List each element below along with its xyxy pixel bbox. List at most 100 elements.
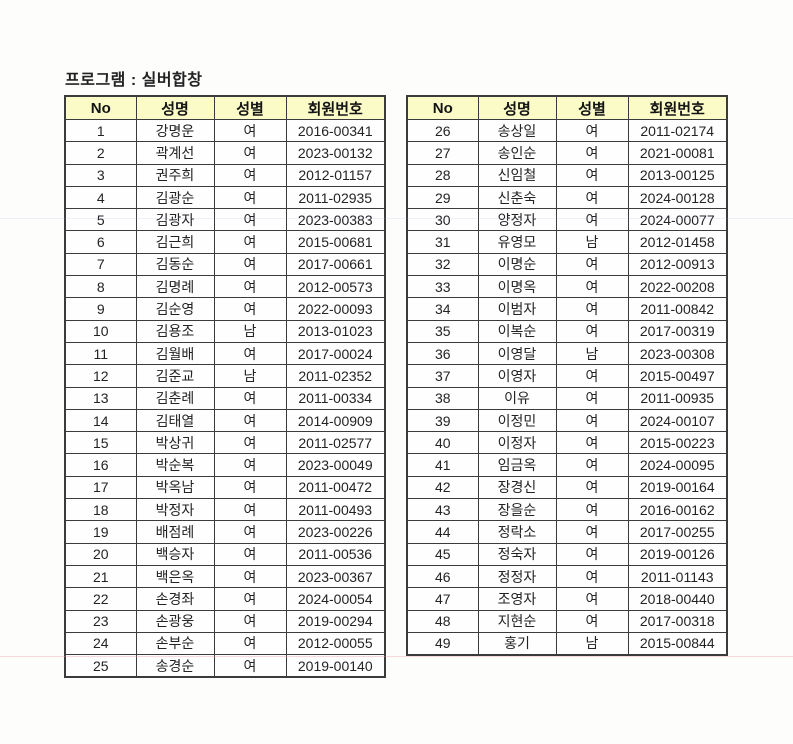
table-row: 14 김태열 여 2014-00909 xyxy=(64,408,386,433)
cell-no: 10 xyxy=(64,319,137,343)
table-row: 35 이복순 여 2017-00319 xyxy=(406,319,728,343)
cell-member-no: 2024-00107 xyxy=(627,408,728,433)
cell-name: 지현순 xyxy=(477,609,557,633)
cell-no: 31 xyxy=(406,230,479,254)
cell-gender: 여 xyxy=(555,185,629,210)
table-row: 17 박옥남 여 2011-00472 xyxy=(64,475,386,500)
cell-member-no: 2023-00049 xyxy=(285,453,386,477)
cell-name: 이영달 xyxy=(477,341,557,366)
cell-name: 김근희 xyxy=(135,230,215,254)
cell-member-no: 2022-00208 xyxy=(627,275,728,299)
cell-member-no: 2011-02935 xyxy=(285,185,386,210)
column-header-gender: 성별 xyxy=(555,95,629,120)
cell-gender: 여 xyxy=(555,141,629,165)
table-row: 47 조영자 여 2018-00440 xyxy=(406,587,728,611)
cell-member-no: 2017-00318 xyxy=(627,609,728,633)
cell-name: 정정자 xyxy=(477,564,557,589)
table-row: 45 정숙자 여 2019-00126 xyxy=(406,542,728,566)
table-row: 4 김광순 여 2011-02935 xyxy=(64,185,386,210)
column-header-no: No xyxy=(64,95,137,120)
cell-gender: 여 xyxy=(213,408,287,433)
cell-member-no: 2012-01157 xyxy=(285,163,386,187)
cell-no: 12 xyxy=(64,364,137,388)
cell-no: 20 xyxy=(64,542,137,566)
cell-gender: 여 xyxy=(555,208,629,232)
cell-no: 33 xyxy=(406,275,479,299)
cell-name: 양정자 xyxy=(477,208,557,232)
cell-gender: 여 xyxy=(555,587,629,611)
cell-name: 이유 xyxy=(477,386,557,410)
table-row: 2 곽계선 여 2023-00132 xyxy=(64,141,386,165)
cell-gender: 여 xyxy=(213,185,287,210)
cell-gender: 여 xyxy=(555,297,629,321)
table-row: 1 강명운 여 2016-00341 xyxy=(64,118,386,143)
cell-no: 39 xyxy=(406,408,479,433)
cell-name: 백은옥 xyxy=(135,564,215,589)
cell-member-no: 2011-00334 xyxy=(285,386,386,410)
cell-no: 2 xyxy=(64,141,137,165)
cell-name: 정숙자 xyxy=(477,542,557,566)
cell-gender: 여 xyxy=(213,208,287,232)
cell-gender: 여 xyxy=(213,654,287,678)
cell-member-no: 2014-00909 xyxy=(285,408,386,433)
cell-no: 46 xyxy=(406,564,479,589)
cell-name: 김명례 xyxy=(135,275,215,299)
cell-name: 이명옥 xyxy=(477,275,557,299)
table-row: 49 홍기 남 2015-00844 xyxy=(406,631,728,656)
cell-no: 18 xyxy=(64,498,137,522)
table-row: 29 신춘숙 여 2024-00128 xyxy=(406,185,728,210)
cell-member-no: 2019-00164 xyxy=(627,475,728,500)
table-row: 33 이명옥 여 2022-00208 xyxy=(406,275,728,299)
cell-gender: 여 xyxy=(213,141,287,165)
table-row: 23 손광웅 여 2019-00294 xyxy=(64,609,386,633)
cell-no: 1 xyxy=(64,118,137,143)
cell-gender: 여 xyxy=(555,163,629,187)
cell-member-no: 2019-00140 xyxy=(285,654,386,678)
cell-gender: 여 xyxy=(555,364,629,388)
cell-name: 장경신 xyxy=(477,475,557,500)
cell-gender: 여 xyxy=(213,631,287,656)
cell-member-no: 2012-00913 xyxy=(627,252,728,277)
table-row: 12 김준교 남 2011-02352 xyxy=(64,364,386,388)
cell-gender: 여 xyxy=(555,453,629,477)
cell-member-no: 2013-00125 xyxy=(627,163,728,187)
table-row: 41 임금옥 여 2024-00095 xyxy=(406,453,728,477)
table-row: 38 이유 여 2011-00935 xyxy=(406,386,728,410)
cell-name: 홍기 xyxy=(477,631,557,656)
table-row: 39 이정민 여 2024-00107 xyxy=(406,408,728,433)
cell-gender: 여 xyxy=(213,118,287,143)
cell-name: 김순영 xyxy=(135,297,215,321)
cell-no: 7 xyxy=(64,252,137,277)
cell-name: 조영자 xyxy=(477,587,557,611)
cell-member-no: 2017-00661 xyxy=(285,252,386,277)
cell-member-no: 2017-00319 xyxy=(627,319,728,343)
cell-gender: 여 xyxy=(213,564,287,589)
cell-no: 44 xyxy=(406,520,479,544)
cell-member-no: 2017-00255 xyxy=(627,520,728,544)
cell-gender: 여 xyxy=(213,386,287,410)
cell-member-no: 2015-00844 xyxy=(627,631,728,656)
cell-member-no: 2024-00128 xyxy=(627,185,728,210)
cell-member-no: 2011-02577 xyxy=(285,431,386,455)
cell-member-no: 2012-00055 xyxy=(285,631,386,656)
member-roster-table-right: No 성명 성별 회원번호 26 송상일 여 2011-02174 27 송인순 여 2021… xyxy=(406,95,728,657)
cell-name: 송상일 xyxy=(477,118,557,143)
cell-member-no: 2015-00681 xyxy=(285,230,386,254)
cell-no: 40 xyxy=(406,431,479,455)
cell-name: 신임철 xyxy=(477,163,557,187)
cell-gender: 여 xyxy=(555,319,629,343)
table-row: 36 이영달 남 2023-00308 xyxy=(406,341,728,366)
cell-name: 이범자 xyxy=(477,297,557,321)
table-row: 7 김동순 여 2017-00661 xyxy=(64,252,386,277)
table-row: 5 김광자 여 2023-00383 xyxy=(64,208,386,232)
cell-no: 43 xyxy=(406,498,479,522)
cell-name: 손경좌 xyxy=(135,587,215,611)
cell-name: 손부순 xyxy=(135,631,215,656)
table-row: 40 이정자 여 2015-00223 xyxy=(406,431,728,455)
table-row: 31 유영모 남 2012-01458 xyxy=(406,230,728,254)
table-row: 22 손경좌 여 2024-00054 xyxy=(64,587,386,611)
cell-no: 17 xyxy=(64,475,137,500)
cell-name: 백승자 xyxy=(135,542,215,566)
table-row: 30 양정자 여 2024-00077 xyxy=(406,208,728,232)
cell-gender: 여 xyxy=(555,252,629,277)
